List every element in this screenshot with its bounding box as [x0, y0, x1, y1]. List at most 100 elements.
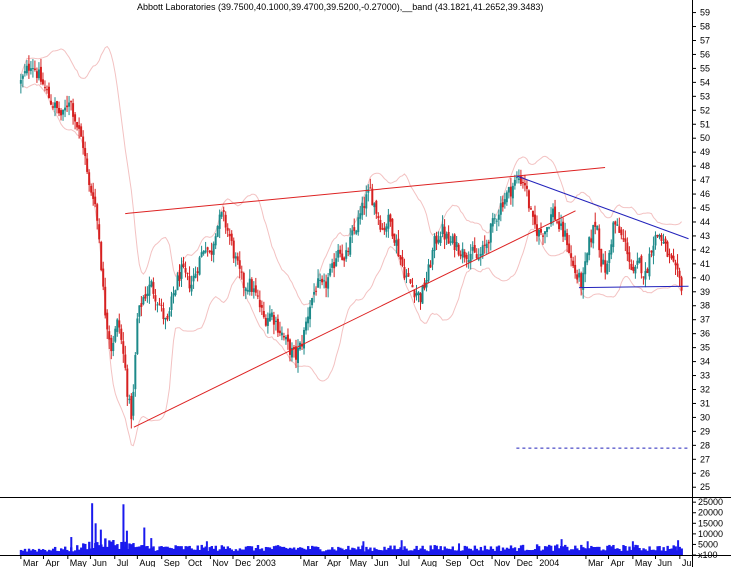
volume-bar [174, 545, 177, 555]
candle-body [86, 158, 89, 172]
candle-body [280, 332, 283, 336]
candle-body [409, 279, 412, 284]
candle-body [654, 235, 657, 246]
chart-title: Abbott Laboratories (39.7500,40.1000,39.… [137, 2, 543, 12]
volume-bar [106, 546, 109, 555]
price-tick-label: 25 [700, 482, 710, 492]
candle-body [106, 312, 109, 330]
candle-body [361, 202, 364, 216]
candle-body [339, 249, 342, 254]
volume-bar [433, 545, 436, 555]
volume-bar [421, 545, 424, 555]
volume-bar [294, 549, 298, 555]
candle-body [236, 256, 239, 261]
candle-body [584, 261, 587, 275]
candle-body [447, 232, 450, 244]
volume-bar [216, 550, 220, 555]
volume-bar [196, 545, 199, 555]
candle-body [323, 280, 326, 282]
volume-bar [359, 549, 362, 555]
volume-bar [660, 550, 663, 555]
candle-body [29, 68, 32, 71]
x-tick-label: Mar [588, 558, 604, 567]
volume-bar [68, 551, 71, 555]
volume-bar [278, 546, 282, 555]
volume-bar [118, 548, 121, 555]
candle-body [554, 206, 557, 220]
volume-bar [92, 548, 95, 555]
candle-body [76, 121, 79, 128]
x-tick-label: Jul [398, 558, 410, 567]
volume-bar [128, 543, 131, 555]
volume-bar [270, 549, 274, 555]
price-tick-label: 43 [700, 231, 710, 241]
volume-tick-label: 5000 [698, 539, 718, 549]
candle-body [405, 275, 408, 277]
x-tick-label: Oct [470, 558, 485, 567]
candle-body [650, 250, 653, 253]
candle-body [544, 231, 547, 235]
candle-body [680, 277, 683, 291]
candle-body [184, 268, 187, 273]
candle-body [268, 313, 271, 322]
volume-bar [63, 546, 67, 555]
volume-bar [489, 546, 493, 555]
volume-bar [351, 547, 354, 555]
candle-body [264, 318, 267, 326]
candle-body [333, 262, 336, 269]
candle-body [190, 284, 193, 292]
volume-bar [102, 546, 105, 555]
volume-bar [437, 549, 440, 555]
volume-bar [551, 550, 555, 555]
candle-body [176, 275, 179, 291]
candle-body [443, 226, 446, 240]
volume-bar [194, 549, 197, 555]
volume-bar [570, 549, 573, 555]
volume-bar [347, 545, 350, 555]
candle-body [393, 233, 396, 243]
volume-bar [108, 540, 111, 555]
volume-bar [331, 547, 334, 555]
candle-body [483, 244, 486, 246]
volume-tick-label: 10000 [698, 529, 723, 539]
price-tick-label: 35 [700, 343, 710, 353]
volume-bar [319, 549, 322, 555]
volume-bar [198, 549, 201, 555]
candle-body [224, 214, 227, 228]
volume-bar [29, 550, 33, 555]
volume-bar [499, 550, 503, 555]
volume-bar [670, 548, 673, 555]
candle-body [130, 395, 133, 420]
volume-bar [242, 549, 246, 555]
candle-body [491, 218, 494, 227]
volume-bar [616, 548, 619, 555]
volume-bar [606, 545, 609, 555]
volume-bar [168, 547, 171, 555]
candle-body [365, 194, 368, 209]
candle-body [31, 68, 34, 70]
candle-body [345, 250, 348, 259]
price-tick-label: 39 [700, 287, 710, 297]
candle-body [441, 224, 444, 235]
candle-body [112, 342, 115, 351]
volume-bar [556, 544, 559, 555]
volume-tick-label: x100 [698, 550, 718, 560]
volume-bar [224, 548, 228, 555]
volume-bar [304, 549, 308, 555]
candle-body [586, 253, 589, 263]
volume-bar [547, 544, 551, 555]
candle-body [455, 241, 458, 248]
candle-body [449, 241, 452, 243]
volume-bar [321, 551, 324, 555]
volume-bar [481, 550, 485, 555]
volume-bar [543, 546, 547, 555]
candle-body [509, 186, 512, 197]
candle-body [527, 190, 530, 209]
candle-body [27, 63, 30, 71]
candle-body [248, 278, 251, 292]
volume-bar [602, 549, 605, 555]
candle-body [256, 295, 259, 297]
volume-spike-bar [125, 530, 128, 555]
volume-bar [228, 548, 232, 555]
